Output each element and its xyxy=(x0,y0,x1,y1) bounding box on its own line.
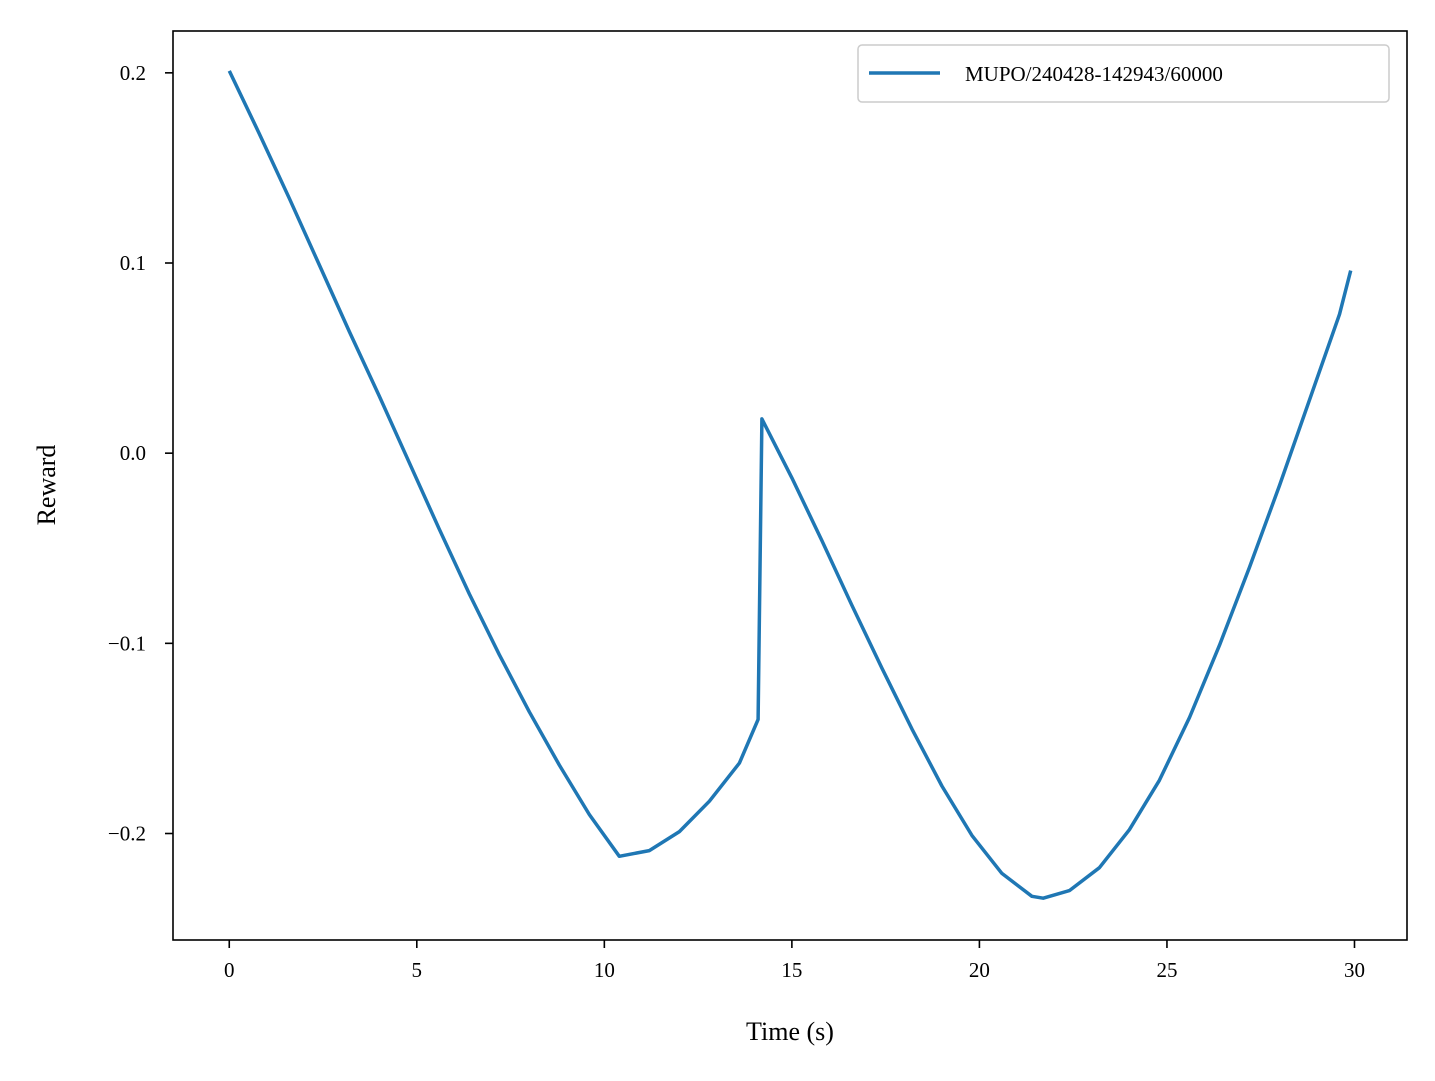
x-tick-label: 30 xyxy=(1344,958,1365,982)
y-tick-label: −0.1 xyxy=(108,631,146,655)
legend: MUPO/240428-142943/60000 xyxy=(857,44,1390,103)
x-axis-label: Time (s) xyxy=(746,1017,834,1046)
plot-area xyxy=(172,30,1408,941)
x-tick-label: 0 xyxy=(224,958,235,982)
y-tick-label: 0.0 xyxy=(120,441,146,465)
y-tick-label: 0.2 xyxy=(120,61,146,85)
series-layer xyxy=(227,70,1353,900)
legend-box xyxy=(857,44,1390,103)
x-tick-label: 10 xyxy=(594,958,615,982)
series-line xyxy=(227,70,1353,900)
x-tick-label: 5 xyxy=(412,958,423,982)
y-axis-label: Reward xyxy=(32,445,61,526)
x-tick-label: 25 xyxy=(1156,958,1177,982)
y-axis-ticks: −0.2 −0.1 0.0 0.1 0.2 xyxy=(108,61,173,846)
x-axis-ticks: 0 5 10 15 20 25 30 xyxy=(224,940,1365,982)
x-tick-label: 20 xyxy=(969,958,990,982)
y-tick-label: −0.2 xyxy=(108,822,146,846)
plot-frame xyxy=(172,30,1408,941)
legend-label: MUPO/240428-142943/60000 xyxy=(965,62,1223,86)
y-tick-label: 0.1 xyxy=(120,251,146,275)
x-tick-label: 15 xyxy=(781,958,802,982)
